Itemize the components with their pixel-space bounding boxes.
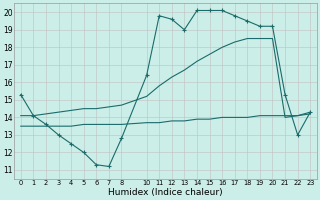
X-axis label: Humidex (Indice chaleur): Humidex (Indice chaleur) (108, 188, 223, 197)
